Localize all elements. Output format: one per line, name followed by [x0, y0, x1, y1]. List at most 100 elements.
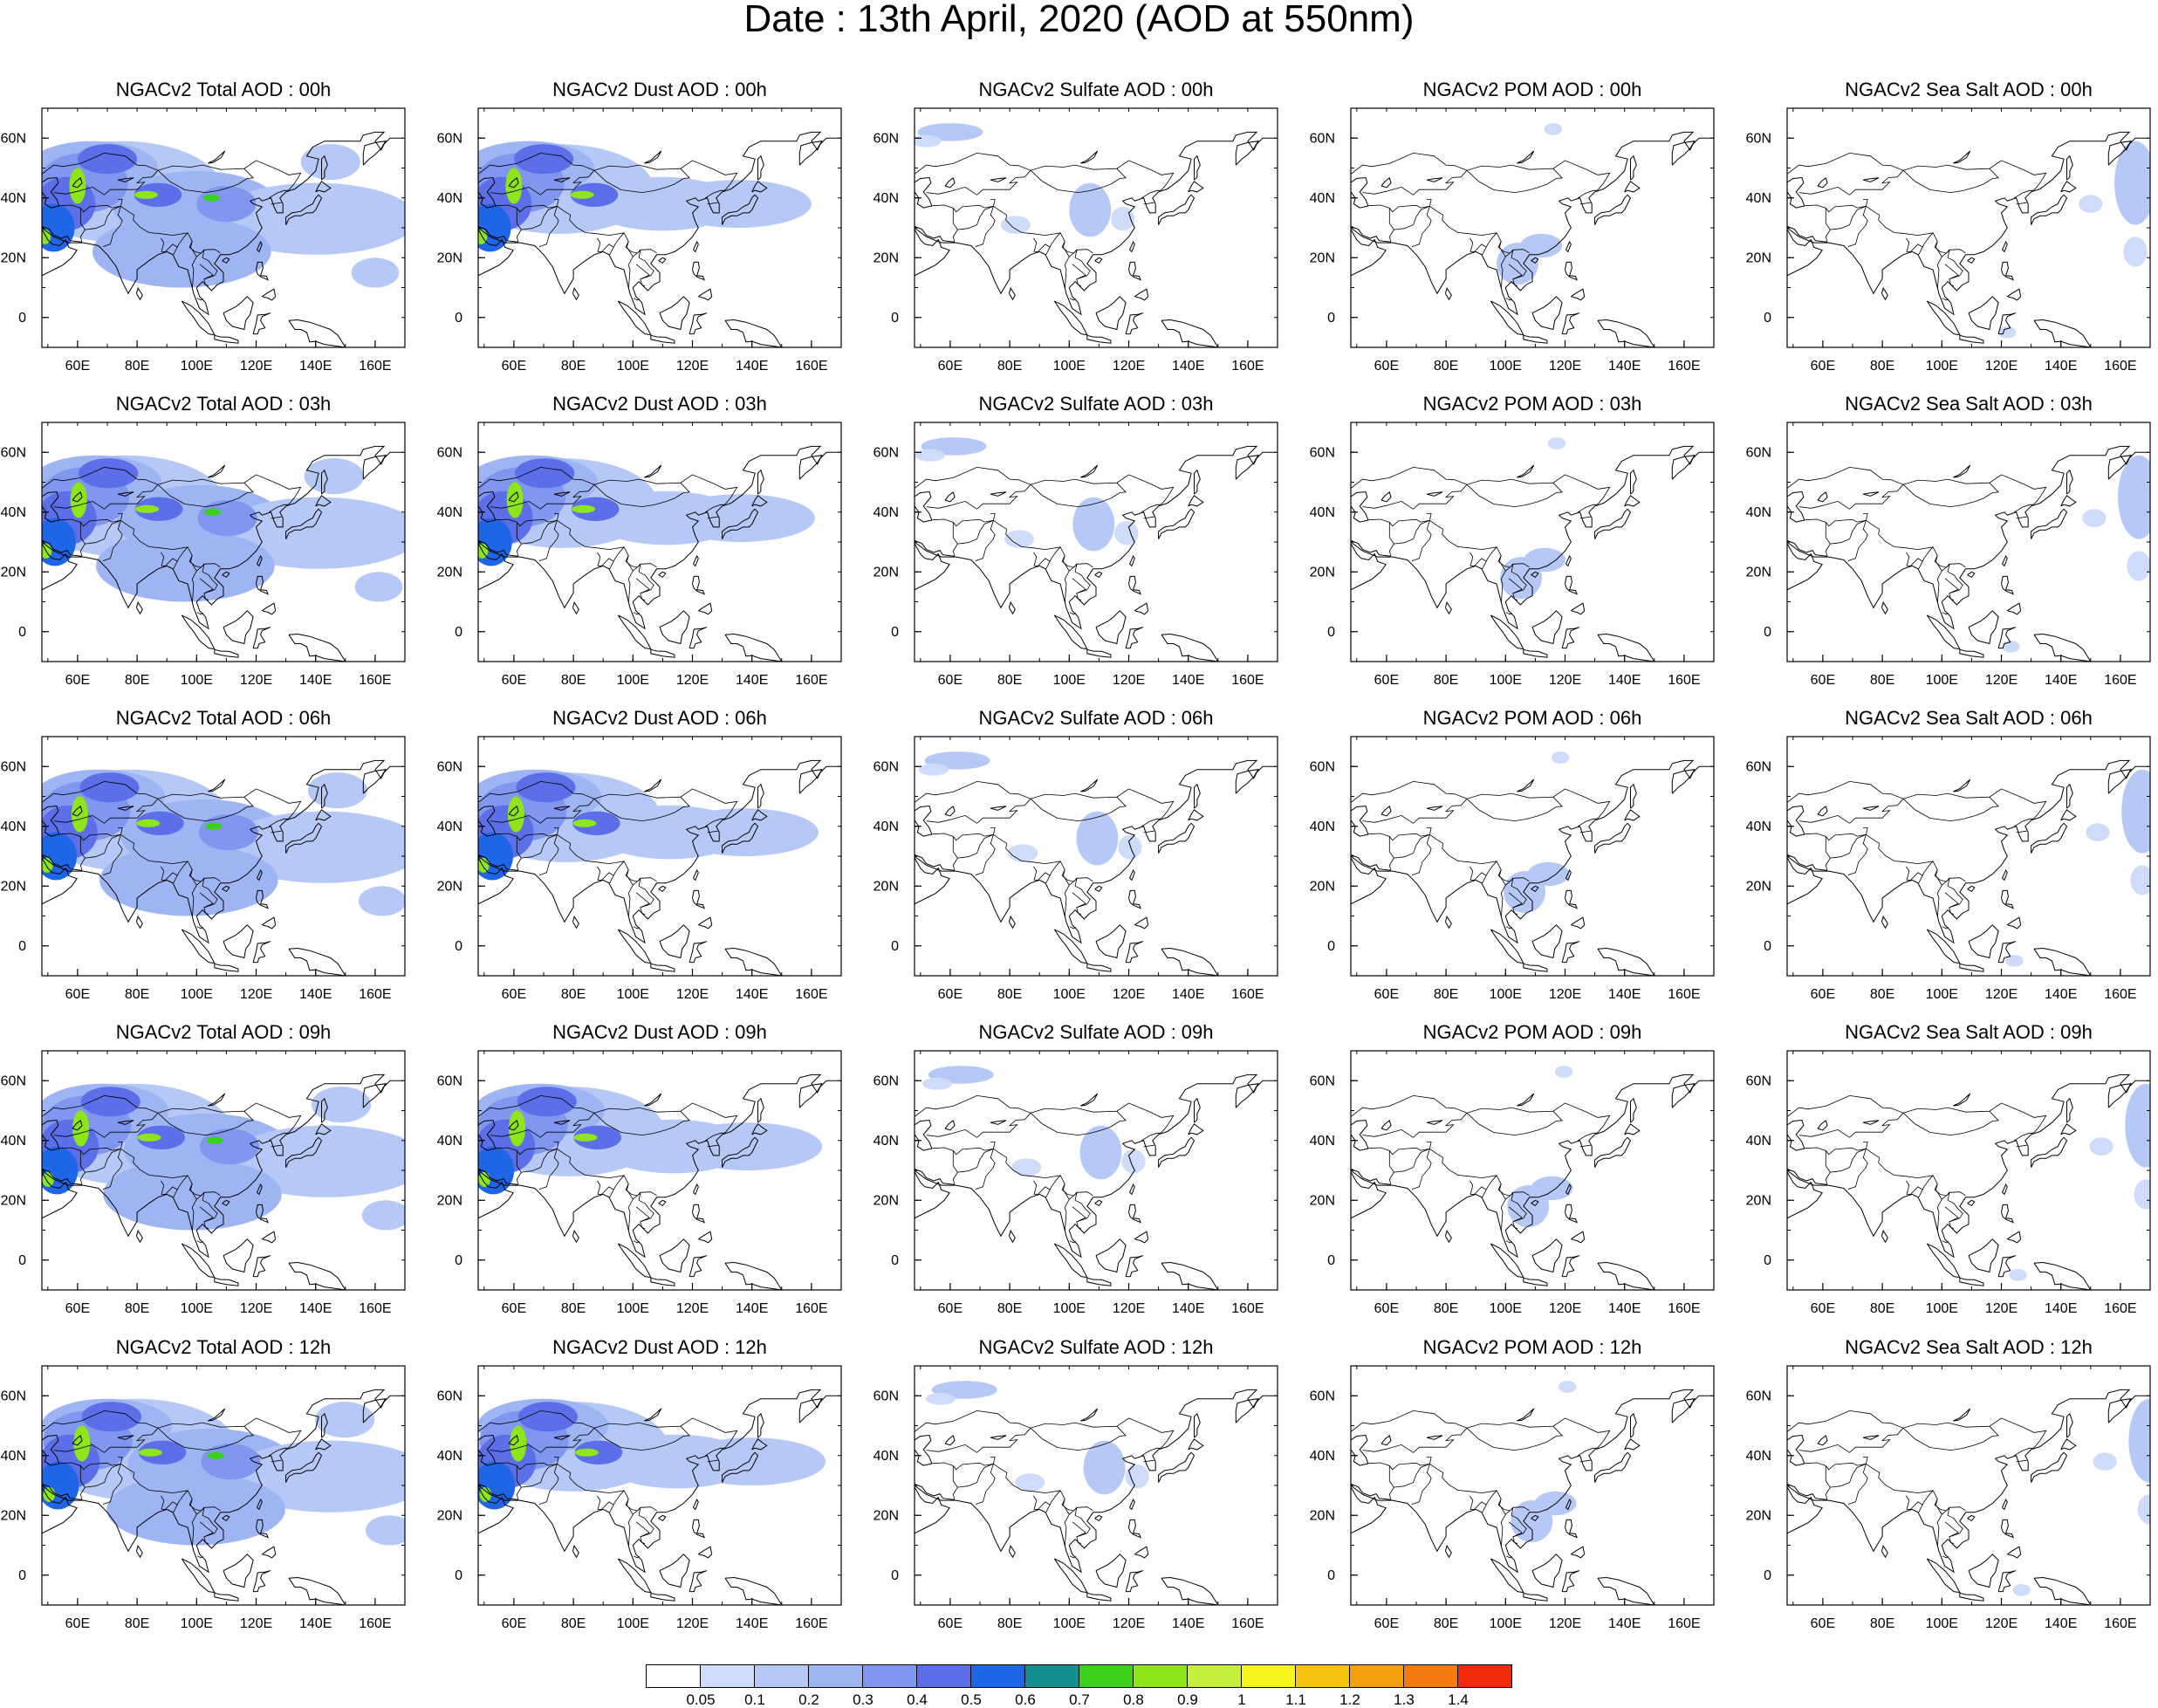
lon-tick-label: 140E: [2045, 1301, 2077, 1316]
coastline: [1426, 1120, 1443, 1125]
lon-tick-label: 160E: [359, 1301, 391, 1316]
coastline: [1517, 1408, 1535, 1422]
country-border: [1030, 1425, 1127, 1451]
aod-plume: [1544, 123, 1563, 135]
aod-plume: [2009, 1269, 2027, 1281]
country-border: [2013, 1447, 2033, 1457]
country-border: [1351, 1410, 1611, 1449]
country-border: [1579, 1459, 1591, 1463]
country-border: [593, 1110, 690, 1136]
country-border: [1508, 264, 1523, 280]
country-border: [1942, 1191, 1963, 1230]
coastline: [1594, 508, 1632, 539]
coastline: [1158, 1451, 1195, 1483]
aod-plume: [196, 186, 257, 223]
lon-tick-label: 60E: [1374, 1616, 1399, 1631]
lat-tick-label: 60N: [1, 759, 26, 774]
country-border: [268, 189, 288, 199]
country-border: [957, 519, 994, 545]
coastline: [553, 806, 571, 811]
coastline: [2002, 1499, 2008, 1511]
coastline: [572, 916, 579, 929]
coastline: [617, 929, 652, 964]
country-border: [1798, 169, 1904, 195]
panel-title: NGACv2 Sulfate AOD : 06h: [978, 707, 1214, 729]
lon-tick-label: 60E: [1811, 359, 1835, 374]
lon-tick-label: 120E: [240, 1301, 272, 1316]
aod-plume: [676, 1437, 826, 1485]
country-border: [538, 1464, 559, 1505]
colorbar-swatch: [809, 1664, 863, 1688]
aod-plume: [669, 808, 819, 856]
country-border: [478, 1094, 738, 1134]
coastline: [1531, 885, 1539, 893]
colorbar-tick-label: 0.7: [1069, 1691, 1090, 1708]
lon-tick-label: 100E: [1490, 359, 1522, 374]
map-panel-dust-09h: NGACv2 Dust AOD : 09h 60E 80E 100E 120E 140E 1…: [436, 1021, 873, 1335]
map-panel-total-03h: NGACv2 Total AOD : 03h 60E 80E 100E 120E 140E…: [0, 393, 436, 707]
coastline: [1086, 1277, 1112, 1286]
coastline: [1953, 150, 1971, 164]
coastline: [2002, 869, 2008, 881]
coastline: [1597, 319, 1655, 347]
aod-plume: [915, 134, 942, 147]
coastline: [208, 150, 226, 164]
aod-plume: [573, 1125, 621, 1149]
aod-map: 60E 80E 100E 120E 140E 160E 0 20N 40N 60N: [873, 422, 1278, 688]
country-border: [1499, 1499, 1506, 1546]
coastline: [1624, 495, 1641, 507]
country-border: [521, 1463, 558, 1488]
coastline: [644, 779, 662, 792]
coastline: [1523, 648, 1548, 658]
coastline: [478, 490, 497, 523]
aod-map: 60E 80E 100E 120E 140E 160E 0 20N 40N 60N: [873, 1050, 1278, 1316]
country-border: [161, 232, 188, 255]
coastline: [288, 1576, 346, 1605]
coastline: [478, 854, 519, 871]
coastline: [1671, 1398, 1696, 1423]
lat-tick-label: 0: [1327, 311, 1335, 326]
lat-tick-label: 40N: [873, 1134, 899, 1149]
coastline: [1926, 300, 1961, 336]
lat-tick-label: 60N: [1746, 759, 1771, 774]
coastline: [1351, 543, 1387, 591]
coastline: [42, 229, 78, 277]
country-border: [597, 546, 625, 569]
coastline: [257, 241, 263, 253]
lon-tick-label: 60E: [938, 1616, 963, 1631]
country-border: [53, 484, 159, 510]
country-border: [1906, 1490, 1934, 1513]
coastline: [478, 131, 841, 316]
map-panel-sulfate-00h: NGACv2 Sulfate AOD : 00h 60E 80E 100E 120E 14…: [873, 79, 1309, 393]
lat-tick-label: 0: [1764, 625, 1771, 640]
coastline: [321, 1097, 328, 1123]
country-border: [1072, 1521, 1086, 1538]
country-border: [1063, 555, 1070, 602]
aod-map: 60E 80E 100E 120E 140E 160E 0 20N 40N 60N: [1746, 422, 2151, 688]
aod-field: [1351, 1051, 1714, 1290]
coastline: [915, 1168, 956, 1185]
coastline: [1561, 941, 1580, 964]
coastline: [1671, 141, 1696, 166]
country-border: [1411, 206, 1432, 247]
coastline: [256, 261, 270, 281]
coastline: [693, 869, 699, 881]
lat-tick-label: 60N: [1, 131, 26, 146]
coastline: [1531, 924, 1563, 959]
lat-tick-label: 0: [891, 939, 899, 954]
colorbar-swatch: [1404, 1664, 1458, 1688]
aod-plume: [2002, 641, 2020, 653]
country-border: [1798, 1427, 1904, 1453]
aod-map: 60E 80E 100E 120E 140E 160E 0 20N 40N 60N: [1746, 107, 2151, 374]
coastline: [2033, 1261, 2092, 1290]
coastline: [1565, 261, 1579, 281]
coastline: [689, 312, 708, 335]
country-border: [1579, 516, 1591, 519]
coastline: [222, 1199, 230, 1207]
coastline: [1095, 924, 1127, 959]
coastline: [1967, 1199, 1976, 1207]
aod-plume: [478, 229, 488, 244]
coastline: [135, 1545, 143, 1559]
coastline: [798, 141, 823, 166]
coastline: [1188, 1438, 1204, 1451]
